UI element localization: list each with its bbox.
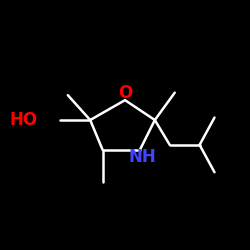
Text: O: O [118, 84, 132, 102]
Text: HO: HO [9, 111, 37, 129]
Text: NH: NH [128, 148, 156, 166]
